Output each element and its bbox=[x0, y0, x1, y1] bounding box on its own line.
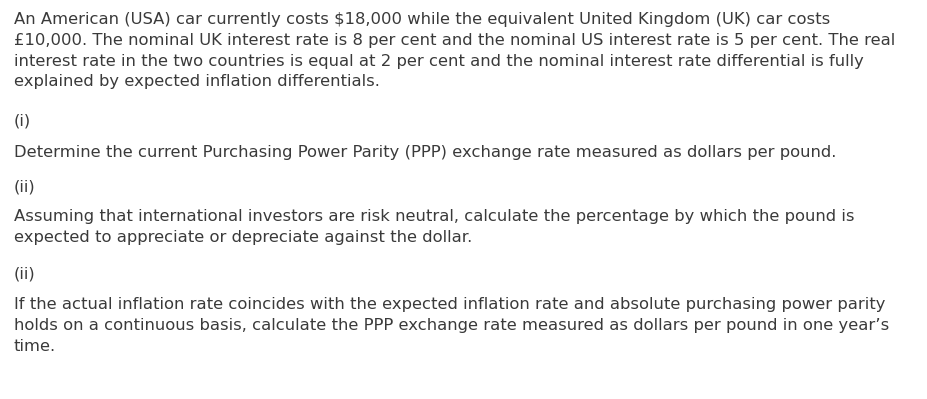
Text: Assuming that international investors are risk neutral, calculate the percentage: Assuming that international investors ar… bbox=[14, 209, 855, 245]
Text: (ii): (ii) bbox=[14, 267, 36, 282]
Text: If the actual inflation rate coincides with the expected inflation rate and abso: If the actual inflation rate coincides w… bbox=[14, 297, 889, 354]
Text: (i): (i) bbox=[14, 114, 32, 129]
Text: An American (USA) car currently costs $18,000 while the equivalent United Kingdo: An American (USA) car currently costs $1… bbox=[14, 12, 895, 89]
Text: (ii): (ii) bbox=[14, 179, 36, 194]
Text: Determine the current Purchasing Power Parity (PPP) exchange rate measured as do: Determine the current Purchasing Power P… bbox=[14, 144, 836, 160]
